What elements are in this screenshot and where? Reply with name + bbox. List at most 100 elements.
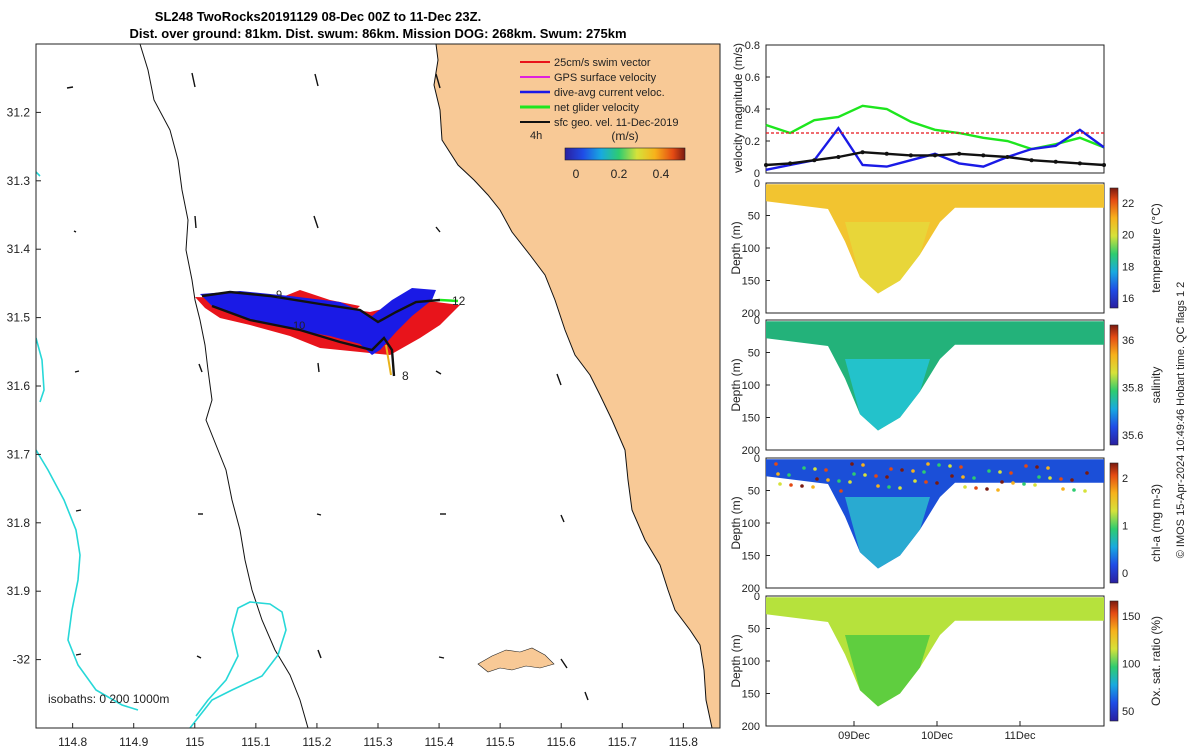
section-ylabel: Depth (m) <box>729 496 743 549</box>
map-xtick-label: 114.9 <box>119 735 148 749</box>
chl-sample-point <box>1072 488 1076 492</box>
speed-tick-1: 0.2 <box>611 167 628 181</box>
section-colorbar <box>1109 324 1119 446</box>
chl-sample-point <box>950 474 954 478</box>
map-legend: 25cm/s swim vector GPS surface velocity … <box>520 57 686 181</box>
section-ytick-label: 50 <box>748 624 760 636</box>
section-data-surface <box>766 597 1104 707</box>
section-data-surface <box>766 184 1104 294</box>
map-ytick-label: 31.4 <box>7 242 31 256</box>
velocity-ytick-label: 0.8 <box>745 40 760 52</box>
section-colorbar <box>1109 187 1119 309</box>
chl-sample-point <box>850 462 854 466</box>
velocity-point <box>1102 163 1106 167</box>
isobath-1000m-loop <box>189 601 287 728</box>
coastline <box>433 44 713 728</box>
track-label-10: 10 <box>293 320 305 332</box>
chl-sample-point <box>789 483 793 487</box>
velocity-point <box>860 150 865 155</box>
chl-sample-point <box>1083 489 1087 493</box>
glider-track-line <box>201 290 441 377</box>
chl-sample-point <box>813 467 817 471</box>
colorbar-tick-label: 150 <box>1122 611 1140 623</box>
speed-colorbar-title: (m/s) <box>611 129 638 143</box>
legend-geo: sfc geo. vel. 11-Dec-2019 <box>554 117 679 129</box>
map-ytick-label: 31.6 <box>7 379 31 393</box>
section-colorbar <box>1109 600 1119 722</box>
speed-tick-0: 0 <box>573 167 580 181</box>
chl-sample-point <box>837 479 841 483</box>
chl-sample-point <box>876 484 880 488</box>
section-panel: 0 50 100 150 200 Depth (m) 16 18 20 22 temperature… <box>729 178 1163 320</box>
time-xtick-label: 09Dec <box>838 730 870 742</box>
section-ytick-label: 100 <box>742 518 760 530</box>
chl-sample-point <box>1011 481 1015 485</box>
speed-colorbar <box>564 147 686 161</box>
section-ytick-label: 150 <box>742 413 760 425</box>
current-vectors-swath <box>200 288 436 355</box>
section-ytick-label: 200 <box>742 308 760 320</box>
section-ytick-label: 100 <box>742 380 760 392</box>
chl-sample-point <box>1061 487 1065 491</box>
legend-current: dive-avg current veloc. <box>554 87 665 99</box>
velocity-point <box>1005 155 1010 159</box>
chl-sample-point <box>922 470 926 474</box>
section-ylabel: Depth (m) <box>729 634 743 687</box>
colorbar-tick-label: 18 <box>1122 261 1134 273</box>
chl-sample-point <box>972 476 976 480</box>
section-panel: 0 50 100 150 200 Depth (m) 50 100 150 Ox. sat. ra… <box>729 591 1163 742</box>
chl-sample-point <box>885 475 889 479</box>
section-colorbar <box>1109 462 1119 584</box>
section-ytick-label: 0 <box>754 178 760 190</box>
velocity-ytick-label: 0 <box>754 168 760 180</box>
colorbar-label: Ox. sat. ratio (%) <box>1149 616 1163 706</box>
chart-title-line1: SL248 TwoRocks20191129 08-Dec 00Z to 11-… <box>155 9 481 24</box>
section-ytick-label: 200 <box>742 445 760 457</box>
chl-sample-point <box>898 486 902 490</box>
section-ytick-label: 150 <box>742 689 760 701</box>
colorbar-tick-label: 50 <box>1122 706 1134 718</box>
time-xtick-label: 10Dec <box>921 730 953 742</box>
chl-sample-point <box>778 482 782 486</box>
colorbar-tick-label: 16 <box>1122 293 1134 305</box>
chl-sample-point <box>963 485 967 489</box>
chl-sample-point <box>1024 464 1028 468</box>
chl-sample-point <box>998 470 1002 474</box>
colorbar-tick-label: 35.8 <box>1122 383 1143 395</box>
colorbar-tick-label: 36 <box>1122 335 1134 347</box>
section-ytick-label: 0 <box>754 591 760 603</box>
chart-title-line2: Dist. over ground: 81km. Dist. swum: 86k… <box>129 26 626 41</box>
chl-sample-point <box>1035 465 1039 469</box>
chl-sample-point <box>1048 476 1052 480</box>
chl-sample-point <box>852 472 856 476</box>
chl-sample-point <box>776 472 780 476</box>
velocity-point <box>1053 159 1058 164</box>
velocity-point <box>957 151 962 156</box>
velocity-ytick-label: 0.4 <box>745 104 760 116</box>
section-ylabel: Depth (m) <box>729 221 743 274</box>
net-glider-velocity <box>439 298 459 303</box>
colorbar-tick-label: 22 <box>1122 198 1134 210</box>
map-ytick-label: -32 <box>13 653 31 667</box>
map-xtick-label: 115 <box>185 735 204 749</box>
velocity-panel: 0 0.2 0.4 0.6 0.8 velocity magnitude (m/s) <box>731 40 1106 180</box>
map-xtick-label: 115.6 <box>547 735 576 749</box>
chl-sample-point <box>787 473 791 477</box>
map-xtick-label: 115.5 <box>486 735 515 749</box>
section-ytick-label: 0 <box>754 453 760 465</box>
chl-sample-point <box>924 480 928 484</box>
chl-sample-point <box>774 462 778 466</box>
chl-sample-point <box>874 474 878 478</box>
section-ylabel: Depth (m) <box>729 358 743 411</box>
legend-gps: GPS surface velocity <box>554 72 657 84</box>
colorbar-tick-label: 2 <box>1122 473 1128 485</box>
chl-sample-point <box>1000 480 1004 484</box>
velocity-point <box>1029 158 1034 163</box>
isobath-200m <box>139 44 309 728</box>
section-data-deep <box>845 222 930 294</box>
section-ytick-label: 200 <box>742 583 760 595</box>
chl-sample-point <box>861 463 865 467</box>
chl-sample-point <box>815 477 819 481</box>
